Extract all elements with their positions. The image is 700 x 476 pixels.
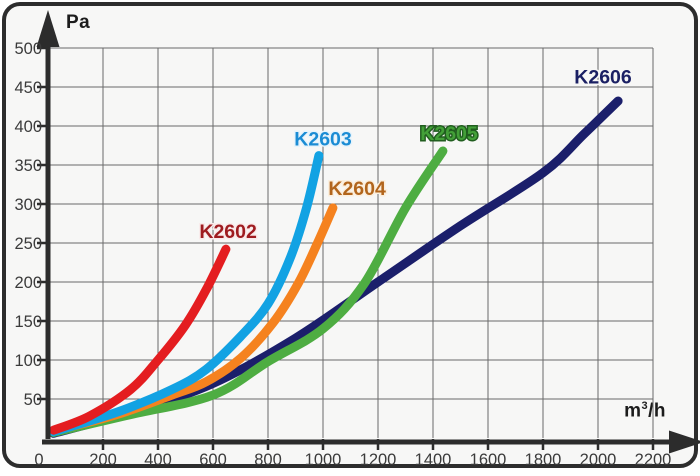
y-tick-label: 100	[14, 352, 42, 370]
x-tick-label: 200	[89, 451, 117, 469]
x-tick-label: 1200	[360, 451, 397, 469]
y-tick-label: 300	[14, 196, 42, 214]
performance-curves-chart: 0 200 400 600 800 1000 1200 1400 1600 1800 2000 220…	[14, 10, 700, 469]
chart-card: Pa m3/h 0 200 400 600 800 1000 1200 1400 1600 180…	[2, 2, 700, 469]
x-tick-label: 600	[199, 451, 227, 469]
y-tick-label: 250	[14, 235, 42, 253]
y-tick-label: 400	[14, 118, 42, 136]
curve-K2602	[49, 244, 231, 435]
x-tick-label: 800	[254, 451, 282, 469]
series-label-K2603: K2603	[294, 128, 352, 150]
y-axis-arrow-icon	[36, 10, 60, 47]
y-tick-label: 450	[14, 79, 42, 97]
series-label-K2606: K2606	[574, 67, 632, 89]
y-tick-label: 500	[14, 40, 42, 58]
curve-K2603	[49, 151, 324, 437]
x-tick-label: 0	[34, 451, 43, 469]
x-tick-label: 2200	[635, 451, 672, 469]
series-label-K2604: K2604	[328, 178, 386, 200]
x-tick-label: 1600	[470, 451, 507, 469]
series-label-K2602: K2602	[199, 221, 257, 243]
x-tick-label: 400	[144, 451, 172, 469]
x-axis-arrow-icon	[669, 430, 700, 454]
series-label-K2605: K2605	[420, 123, 478, 145]
x-tick-label: 2000	[580, 451, 617, 469]
y-tick-label: 50	[24, 391, 42, 409]
x-axis-unit-label: m3/h	[624, 400, 666, 422]
y-tick-label: 200	[14, 274, 42, 292]
x-tick-label: 1800	[525, 451, 562, 469]
x-tick-label: 1400	[415, 451, 452, 469]
curve-K2605	[49, 146, 448, 437]
y-axis-unit-text: Pa	[66, 12, 91, 33]
x-tick-label: 1000	[305, 451, 342, 469]
y-tick-label: 350	[14, 157, 42, 175]
y-tick-label: 150	[14, 313, 42, 331]
y-axis-unit-label: Pa	[66, 12, 90, 34]
